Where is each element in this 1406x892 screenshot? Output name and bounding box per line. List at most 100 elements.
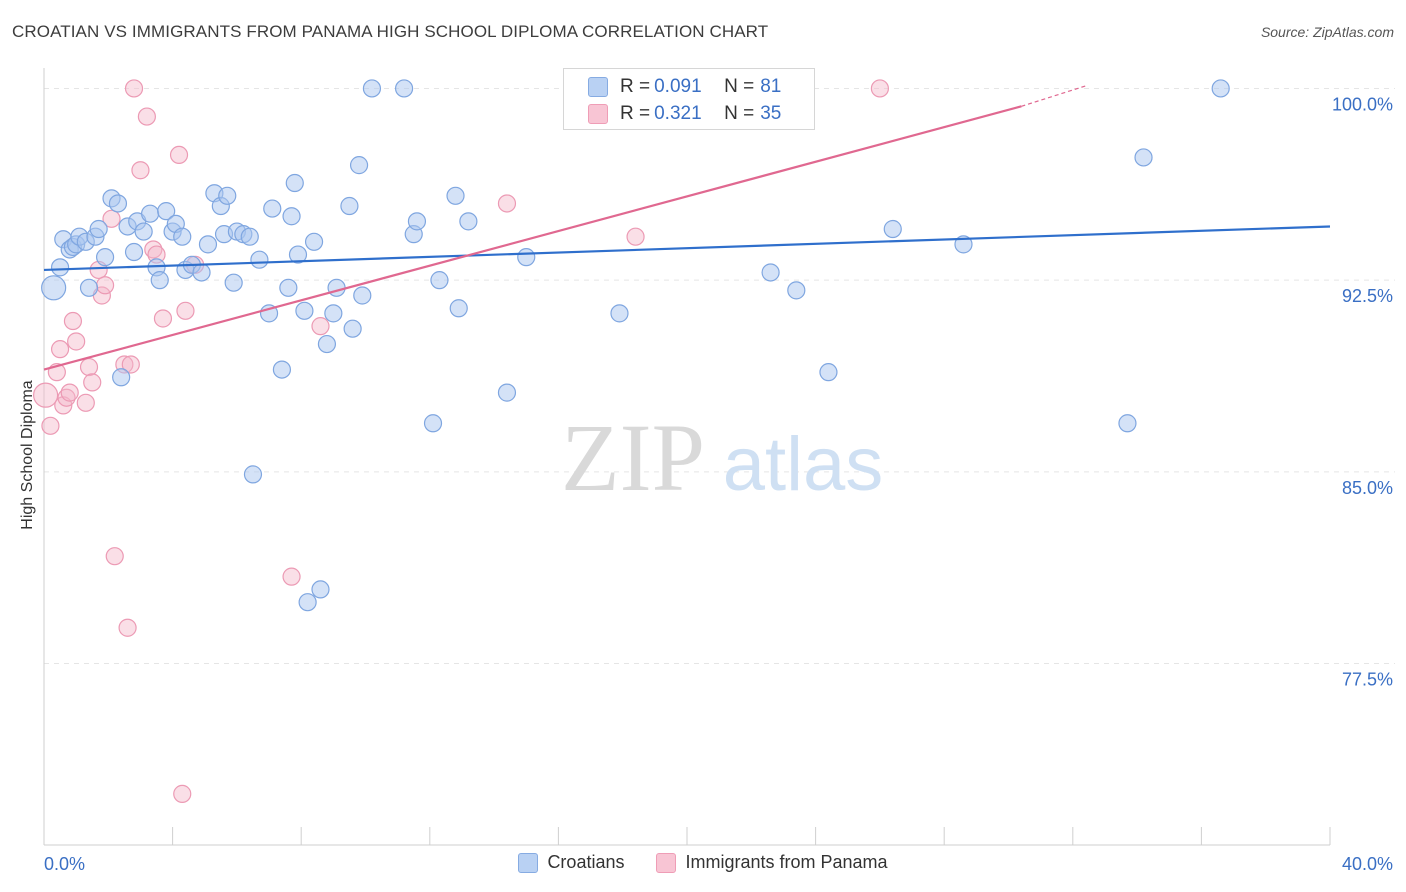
- point-croatian: [285, 173, 304, 193]
- point-croatian: [272, 360, 292, 379]
- point-panama: [870, 79, 890, 98]
- point-croatian: [787, 281, 806, 300]
- point-croatian: [41, 275, 67, 301]
- legend-item-panama[interactable]: Immigrants from Panama: [656, 852, 888, 873]
- point-panama: [60, 383, 79, 402]
- point-croatian: [459, 212, 478, 231]
- point-croatian: [394, 79, 414, 98]
- legend-item-croatians[interactable]: Croatians: [518, 852, 624, 873]
- point-panama: [50, 340, 70, 359]
- point-panama: [282, 567, 301, 586]
- axes: [43, 68, 1331, 846]
- point-croatian: [324, 304, 343, 323]
- point-croatian: [112, 368, 131, 387]
- point-croatian: [243, 465, 263, 484]
- point-croatian: [295, 301, 314, 320]
- legend-swatch-pink: [588, 104, 608, 124]
- legend-row-panama: R = 0.321 N = 35: [588, 102, 781, 126]
- point-croatian: [95, 248, 115, 267]
- point-panama: [105, 547, 124, 566]
- y-tick-label: 85.0%: [1342, 478, 1393, 498]
- legend-n-value: 81: [760, 76, 782, 97]
- x-tick-label-max: 40.0%: [1342, 854, 1393, 874]
- point-panama: [95, 276, 115, 295]
- point-croatian: [449, 299, 468, 318]
- point-panama: [33, 382, 59, 408]
- point-croatian: [362, 79, 382, 98]
- y-tick-label: 100.0%: [1332, 94, 1393, 114]
- point-panama: [102, 209, 121, 228]
- point-croatian: [250, 250, 269, 269]
- point-croatian: [343, 319, 362, 338]
- point-croatian: [282, 207, 301, 226]
- point-croatian: [198, 235, 218, 254]
- series-croatians-points: [41, 79, 1230, 612]
- watermark: ZIP atlas: [561, 404, 883, 511]
- point-panama: [173, 784, 192, 803]
- point-croatian: [89, 219, 108, 239]
- legend-n-value: 35: [760, 103, 782, 124]
- point-panama: [144, 240, 163, 259]
- source-label: Source: ZipAtlas.com: [1260, 24, 1394, 40]
- point-croatian: [279, 278, 298, 297]
- point-croatian: [883, 219, 902, 239]
- y-axis-label: High School Diploma: [19, 380, 36, 530]
- trend-line-croatians: [43, 225, 1331, 272]
- point-croatian: [173, 227, 192, 246]
- point-croatian: [517, 248, 536, 267]
- point-croatian: [353, 286, 372, 305]
- point-croatian: [340, 196, 359, 216]
- point-panama: [83, 373, 102, 392]
- point-croatian: [610, 304, 629, 323]
- legend-r-label: R =: [620, 103, 651, 124]
- legend-swatch-pink: [656, 852, 677, 873]
- legend-label-croatians: Croatians: [547, 852, 625, 872]
- point-panama: [131, 161, 150, 180]
- trend-line-panama: [43, 105, 1022, 371]
- point-croatian: [430, 271, 449, 290]
- point-croatian: [311, 580, 330, 599]
- point-croatian: [423, 414, 443, 433]
- point-croatian: [761, 263, 780, 282]
- point-panama: [57, 388, 76, 407]
- legend-swatch-blue: [518, 852, 539, 873]
- trend-line-panama-extension: [1021, 85, 1086, 107]
- point-panama: [124, 79, 144, 98]
- legend-r-label: R =: [620, 76, 651, 97]
- point-croatian: [218, 186, 237, 205]
- point-croatian: [304, 232, 324, 251]
- point-croatian: [157, 202, 176, 221]
- point-panama: [176, 301, 195, 320]
- point-panama: [169, 145, 189, 165]
- point-croatian: [954, 235, 973, 254]
- point-panama: [497, 194, 517, 213]
- point-croatian: [240, 227, 259, 246]
- watermark-zip: ZIP: [561, 404, 705, 511]
- point-panama: [311, 317, 330, 336]
- grid-lines: [44, 87, 1395, 665]
- point-croatian: [819, 363, 838, 382]
- legend-n-label: N =: [724, 103, 755, 124]
- point-croatian: [349, 156, 369, 175]
- point-panama: [137, 107, 156, 126]
- point-croatian: [134, 222, 153, 241]
- point-panama: [79, 357, 99, 377]
- point-croatian: [263, 199, 282, 218]
- point-croatian: [1211, 79, 1230, 98]
- legend-r-value: 0.321: [654, 103, 702, 124]
- point-croatian: [1118, 414, 1137, 433]
- point-panama: [67, 332, 86, 351]
- legend-row-croatians: R = 0.091 N = 81: [588, 75, 781, 99]
- point-croatian: [140, 204, 160, 223]
- series-legend: Croatians Immigrants from Panama: [0, 852, 1406, 873]
- point-croatian: [327, 278, 346, 297]
- point-panama: [63, 311, 83, 331]
- legend-n-label: N =: [724, 76, 755, 97]
- point-croatian: [108, 194, 128, 213]
- point-croatian: [192, 263, 211, 282]
- y-tick-label: 77.5%: [1342, 670, 1393, 690]
- point-croatian: [124, 242, 144, 262]
- y-tick-label: 92.5%: [1342, 286, 1393, 306]
- x-tick-label-min: 0.0%: [44, 854, 85, 874]
- point-croatian: [446, 186, 465, 205]
